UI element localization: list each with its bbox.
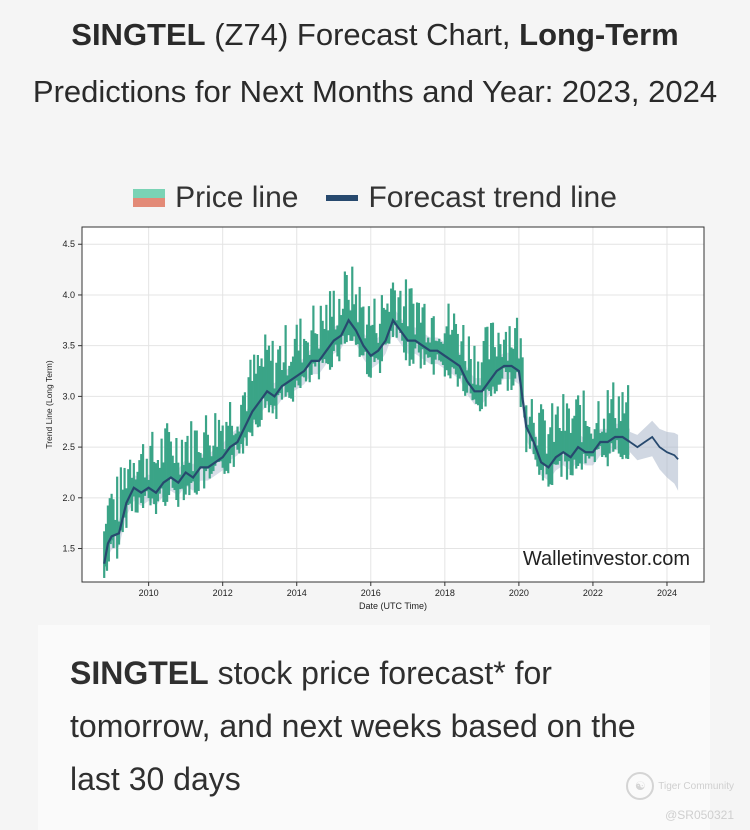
- forecast-section-card: SINGTEL stock price forecast* for tomorr…: [38, 625, 710, 830]
- legend-item-forecast: Forecast trend line: [326, 181, 617, 215]
- legend-label-price: Price line: [175, 181, 299, 214]
- section-heading-bold: SINGTEL: [70, 655, 209, 691]
- y-tick-label: 1.5: [62, 544, 75, 554]
- legend-item-price: Price line: [133, 181, 298, 215]
- y-tick-label: 2.0: [62, 493, 75, 503]
- section-heading: SINGTEL stock price forecast* for tomorr…: [70, 647, 690, 806]
- forecast-swatch-icon: [326, 195, 359, 201]
- price-swatch-icon: [133, 189, 166, 207]
- page-title: SINGTEL (Z74) Forecast Chart, Long-Term …: [20, 6, 730, 120]
- plot-frame: [81, 226, 705, 583]
- title-bold-2: Long-Term: [519, 17, 679, 52]
- tiger-watermark: ☯ Tiger Community: [626, 772, 734, 800]
- x-tick-label: 2018: [435, 588, 455, 598]
- title-normal-2: Predictions for Next Months and Year: 20…: [32, 74, 718, 109]
- chart-svg: 2010 2012 2014 2016 2018 2020 2022 2024 1.5 2.0 2.…: [44, 226, 705, 611]
- title-bold-1: SINGTEL: [71, 17, 206, 52]
- forecast-trend-line: [629, 435, 679, 460]
- tiger-logo-icon: ☯: [626, 772, 655, 800]
- y-tick-label: 3.0: [62, 391, 75, 401]
- x-axis-label: Date (UTC Time): [359, 601, 427, 611]
- x-tick-label: 2016: [361, 588, 381, 598]
- x-tick-label: 2012: [213, 588, 233, 598]
- chart-legend: Price line Forecast trend line: [0, 176, 750, 220]
- price-trend-line: [103, 317, 631, 564]
- legend-label-forecast: Forecast trend line: [368, 181, 617, 214]
- y-tick-label: 4.5: [62, 239, 75, 249]
- y-tick-label: 3.5: [62, 341, 75, 351]
- section-heading-rest: stock price forecast* for tomorrow, and …: [70, 655, 636, 797]
- forecast-chart: 2010 2012 2014 2016 2018 2020 2022 2024 1.5 2.0 2.…: [0, 222, 750, 617]
- x-tick-label: 2022: [583, 588, 603, 598]
- x-tick-label: 2020: [509, 588, 529, 598]
- forecast-confidence-band: [629, 420, 679, 491]
- y-tick-label: 4.0: [62, 290, 75, 300]
- x-tick-label: 2010: [139, 588, 159, 598]
- watermark-brand: Tiger Community: [658, 780, 734, 792]
- x-tick-label: 2014: [287, 588, 307, 598]
- x-tick-label: 2024: [657, 588, 677, 598]
- watermark-user: @SR050321: [665, 808, 734, 822]
- y-tick-label: 2.5: [62, 442, 75, 452]
- chart-watermark: Walletinvestor.com: [523, 548, 690, 570]
- y-axis-label: Trend Line (Long Term): [44, 360, 54, 449]
- title-normal-1: (Z74) Forecast Chart,: [205, 17, 520, 52]
